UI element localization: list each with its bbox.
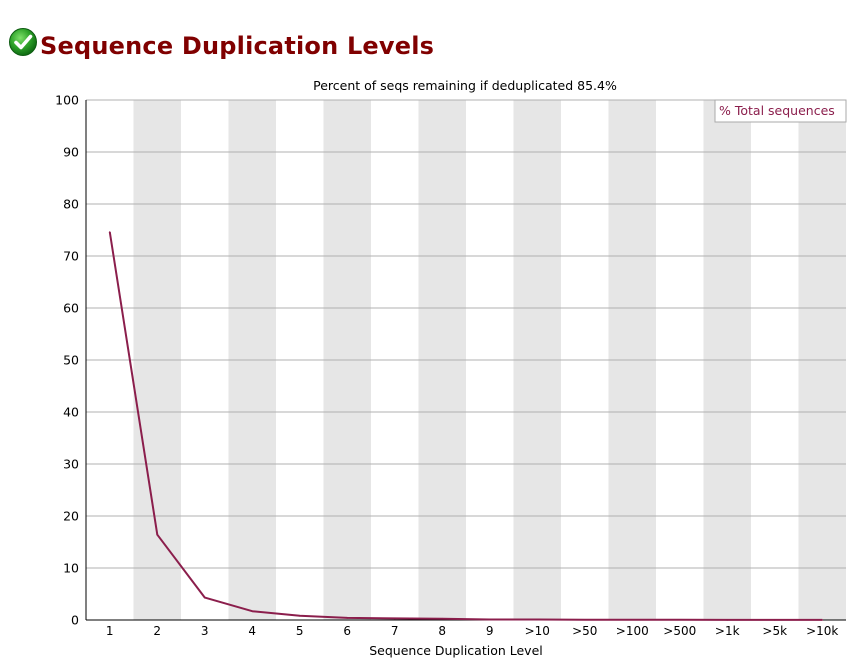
y-tick-label: 20 bbox=[63, 509, 79, 524]
data-point bbox=[156, 533, 159, 536]
y-tick-label: 40 bbox=[63, 405, 79, 420]
data-point bbox=[488, 618, 491, 621]
x-tick-label: >1k bbox=[715, 624, 740, 638]
data-point bbox=[631, 618, 634, 621]
x-tick-label: 3 bbox=[201, 624, 209, 638]
data-point bbox=[583, 618, 586, 621]
series-line-0 bbox=[108, 231, 823, 621]
data-point bbox=[441, 617, 444, 620]
y-tick-label: 50 bbox=[63, 353, 79, 368]
x-tick-label: >50 bbox=[572, 624, 597, 638]
x-axis-ticks: 1 2 3 4 5 6 7 8 9 >10 >50 >100 >500 >1k >5k >10k bbox=[106, 624, 839, 638]
x-tick-label: 2 bbox=[153, 624, 161, 638]
x-tick-label: >10 bbox=[525, 624, 550, 638]
data-point bbox=[298, 615, 301, 617]
x-tick-label: 7 bbox=[391, 624, 399, 638]
y-tick-label: 70 bbox=[63, 249, 79, 264]
x-tick-label: 8 bbox=[438, 624, 446, 638]
y-tick-label: 60 bbox=[63, 301, 79, 316]
x-tick-label: >5k bbox=[762, 624, 787, 638]
data-point bbox=[536, 618, 539, 621]
y-tick-label: 90 bbox=[63, 145, 79, 160]
y-tick-label: 10 bbox=[63, 561, 79, 576]
x-tick-label: 9 bbox=[486, 624, 494, 638]
x-tick-label: 6 bbox=[343, 624, 351, 638]
data-point bbox=[346, 617, 349, 619]
legend-box bbox=[714, 99, 847, 123]
y-tick-label: 80 bbox=[63, 197, 79, 212]
page-header: Sequence Duplication Levels bbox=[8, 22, 434, 62]
data-point bbox=[393, 617, 396, 620]
x-tick-label: 1 bbox=[106, 624, 114, 638]
x-tick-label: >100 bbox=[616, 624, 649, 638]
x-axis-label: Sequence Duplication Level bbox=[369, 643, 543, 658]
chart-series bbox=[108, 231, 824, 621]
data-point bbox=[821, 619, 824, 621]
data-point bbox=[726, 619, 729, 621]
page-title: Sequence Duplication Levels bbox=[40, 32, 435, 60]
y-tick-label: 0 bbox=[71, 613, 79, 628]
x-tick-label: 5 bbox=[296, 624, 304, 638]
data-point bbox=[108, 231, 111, 233]
data-point bbox=[678, 618, 681, 621]
data-point bbox=[773, 619, 776, 621]
data-point bbox=[203, 596, 206, 599]
legend-label: % Total sequences bbox=[719, 103, 835, 118]
data-point bbox=[251, 610, 254, 612]
x-tick-label: >10k bbox=[806, 624, 838, 638]
y-tick-label: 100 bbox=[55, 93, 79, 108]
x-tick-label: >500 bbox=[663, 624, 696, 638]
chart-title: Percent of seqs remaining if deduplicate… bbox=[313, 78, 617, 93]
y-axis-ticks: 0 10 20 30 40 50 60 70 80 90 100 bbox=[55, 93, 79, 628]
pass-check-icon bbox=[9, 28, 37, 56]
y-tick-label: 30 bbox=[63, 457, 79, 472]
x-tick-label: 4 bbox=[248, 624, 256, 638]
chart-legend: % Total sequences bbox=[714, 99, 847, 123]
